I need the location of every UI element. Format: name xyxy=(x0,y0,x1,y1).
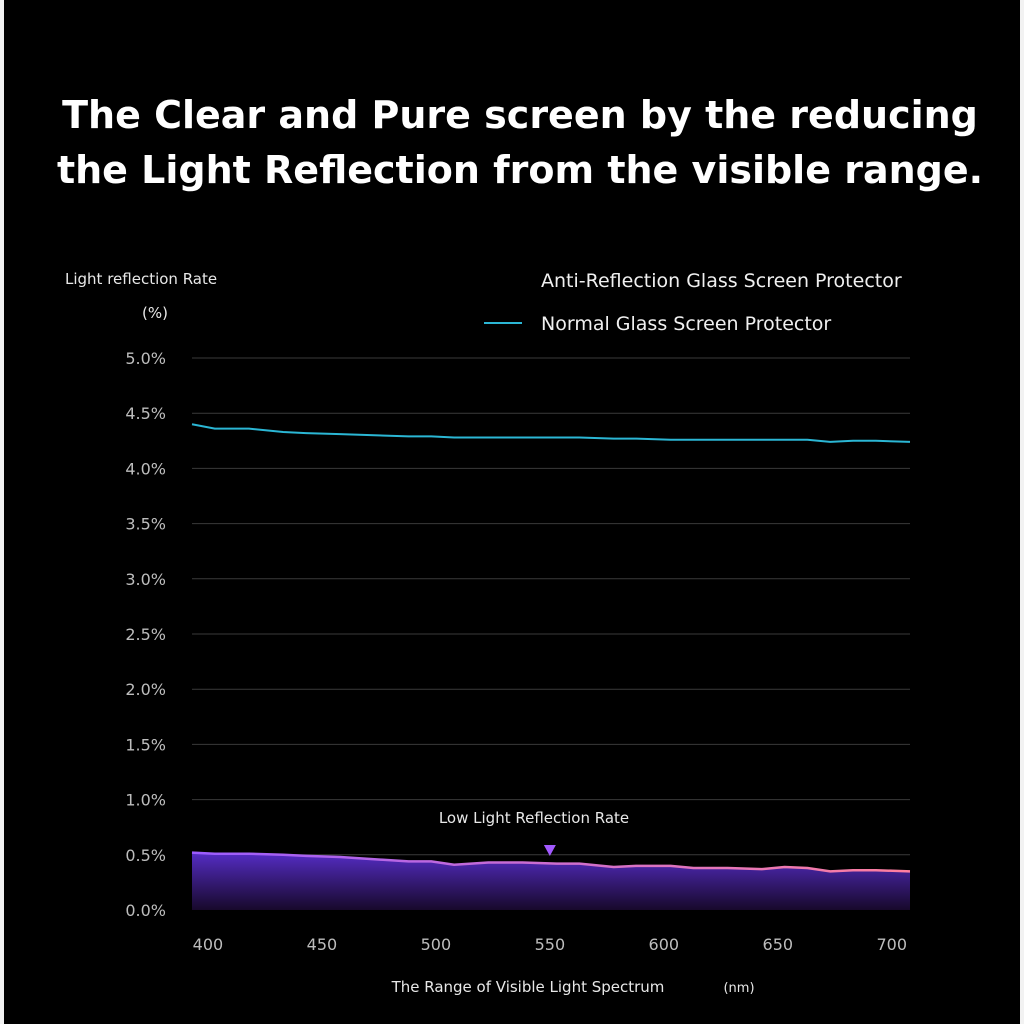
y-tick-label: 4.0% xyxy=(125,459,166,478)
x-tick-label: 400 xyxy=(193,935,224,954)
y-tick-label: 1.5% xyxy=(125,735,166,754)
x-tick-label: 500 xyxy=(421,935,452,954)
x-axis-label: The Range of Visible Light Spectrum xyxy=(391,978,665,996)
y-tick-label: 3.5% xyxy=(125,515,166,534)
x-tick-label: 600 xyxy=(649,935,680,954)
x-tick-label: 450 xyxy=(307,935,338,954)
y-axis-label: Light reflection Rate xyxy=(65,270,217,288)
grid-lines xyxy=(192,357,910,856)
y-axis-unit: (%) xyxy=(142,304,168,322)
series-area-anti-reflection xyxy=(192,852,910,910)
legend-label-normal: Normal Glass Screen Protector xyxy=(541,313,831,335)
chart-title-line-1: The Clear and Pure screen by the reducin… xyxy=(62,93,978,137)
y-tick-labels: 0.0% 0.5% 1.0% 1.5% 2.0% 2.5% 3.0% 3.5% 4.0% 4.5%… xyxy=(125,349,166,920)
y-tick-label: 2.5% xyxy=(125,625,166,644)
y-tick-label: 3.0% xyxy=(125,570,166,589)
y-tick-label: 2.0% xyxy=(125,680,166,699)
x-tick-label: 650 xyxy=(763,935,794,954)
y-tick-label: 0.0% xyxy=(125,901,166,920)
annotation-marker xyxy=(543,845,556,856)
annotation-label: Low Light Reflection Rate xyxy=(439,809,629,827)
chart-title-line-2: the Light Reflection from the visible ra… xyxy=(57,148,983,192)
x-axis-unit: (nm) xyxy=(723,981,754,996)
x-tick-labels: 400 450 500 550 600 650 700 xyxy=(193,935,907,954)
y-tick-label: 5.0% xyxy=(125,349,166,368)
y-tick-label: 0.5% xyxy=(125,846,166,865)
legend-label-anti-reflection: Anti-Reflection Glass Screen Protector xyxy=(541,270,902,292)
series-line-normal xyxy=(191,423,911,443)
y-tick-label: 1.0% xyxy=(125,791,166,810)
y-tick-label: 4.5% xyxy=(125,404,166,423)
series-layer xyxy=(191,423,911,910)
x-tick-label: 700 xyxy=(876,935,907,954)
series-line-anti-reflection xyxy=(191,851,911,873)
x-tick-label: 550 xyxy=(535,935,566,954)
